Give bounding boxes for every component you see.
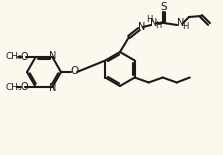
Text: N: N — [150, 18, 158, 28]
Text: O: O — [70, 66, 79, 77]
Text: S: S — [161, 2, 167, 12]
Text: H: H — [155, 22, 161, 31]
Text: O: O — [21, 82, 28, 92]
Text: N: N — [49, 51, 56, 61]
Text: N: N — [49, 83, 56, 93]
Text: CH₃: CH₃ — [5, 52, 22, 61]
Text: O: O — [21, 52, 28, 62]
Text: H: H — [182, 22, 188, 31]
Text: N: N — [138, 22, 146, 32]
Text: H: H — [146, 15, 152, 24]
Text: CH₃: CH₃ — [5, 83, 22, 92]
Text: N: N — [177, 18, 184, 28]
